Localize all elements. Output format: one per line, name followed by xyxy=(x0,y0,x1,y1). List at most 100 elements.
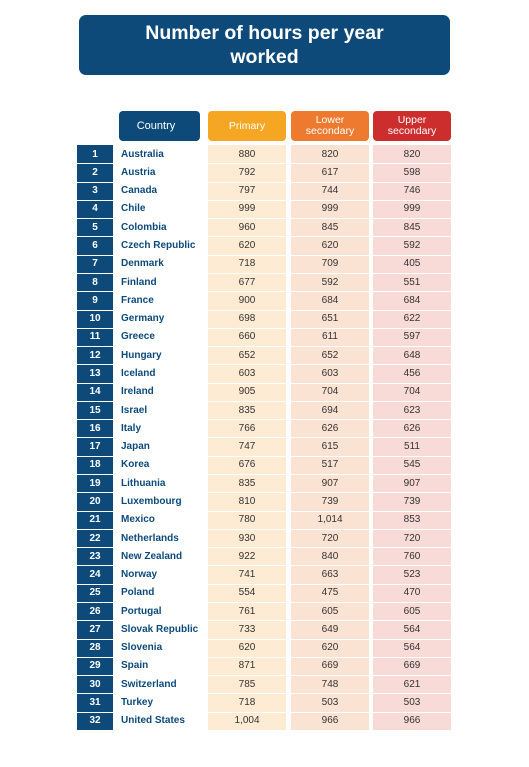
primary-value-cell: 761 xyxy=(238,605,256,617)
lower-secondary-value-cell: 720 xyxy=(321,532,339,544)
primary-value-cell: 792 xyxy=(238,166,256,178)
lower-secondary-value-cell: 620 xyxy=(321,240,339,252)
upper-secondary-value-cell: 511 xyxy=(404,441,420,453)
table-row: 32 United States 1,004 966 966 xyxy=(0,711,529,730)
rank-cell: 19 xyxy=(89,477,101,489)
primary-value-cell: 733 xyxy=(238,623,256,635)
primary-value-cell: 810 xyxy=(238,495,256,507)
lower-secondary-value-cell: 603 xyxy=(321,367,339,379)
lower-secondary-value-cell: 999 xyxy=(321,203,339,215)
row-divider xyxy=(77,565,451,567)
table-row: 16 Italy 766 626 626 xyxy=(0,419,529,437)
upper-secondary-value-cell: 605 xyxy=(403,605,421,617)
primary-value-cell: 871 xyxy=(238,660,256,672)
upper-secondary-value-cell: 853 xyxy=(403,514,421,526)
upper-secondary-value-cell: 564 xyxy=(403,623,421,635)
table-row: 9 France 900 684 684 xyxy=(0,291,529,309)
table-row: 23 New Zealand 922 840 760 xyxy=(0,547,529,565)
country-cell: Greece xyxy=(121,331,155,343)
primary-value-cell: 747 xyxy=(238,441,256,453)
table-row: 4 Chile 999 999 999 xyxy=(0,199,529,218)
header-upper-secondary: Upper secondary xyxy=(373,111,451,141)
table-row: 29 Spain 871 669 669 xyxy=(0,656,529,675)
rank-cell: 7 xyxy=(92,258,98,270)
upper-secondary-value-cell: 820 xyxy=(403,148,421,160)
row-divider xyxy=(77,675,451,677)
row-divider xyxy=(77,510,451,512)
primary-value-cell: 677 xyxy=(238,276,256,288)
country-cell: Denmark xyxy=(121,258,164,270)
lower-secondary-value-cell: 840 xyxy=(321,550,339,562)
primary-value-cell: 905 xyxy=(238,386,256,398)
lower-secondary-value-cell: 748 xyxy=(321,678,339,690)
primary-value-cell: 999 xyxy=(238,203,256,215)
lower-secondary-value-cell: 475 xyxy=(321,587,339,599)
upper-secondary-value-cell: 669 xyxy=(403,660,421,672)
country-cell: Finland xyxy=(121,276,157,288)
header-primary-label: Primary xyxy=(228,119,266,132)
lower-secondary-value-cell: 503 xyxy=(321,697,339,709)
rank-cell: 26 xyxy=(89,605,101,617)
upper-secondary-value-cell: 626 xyxy=(403,422,421,434)
upper-secondary-value-cell: 503 xyxy=(403,697,421,709)
table-row: 7 Denmark 718 709 405 xyxy=(0,254,529,273)
upper-secondary-value-cell: 739 xyxy=(403,495,421,507)
upper-secondary-value-cell: 470 xyxy=(403,587,421,599)
country-cell: Slovak Republic xyxy=(121,623,199,635)
rank-cell: 17 xyxy=(89,441,101,453)
rank-cell: 25 xyxy=(89,587,101,599)
row-divider xyxy=(77,309,451,311)
rank-cell: 5 xyxy=(92,221,98,233)
row-divider xyxy=(77,528,451,530)
table-row: 21 Mexico 780 1,014 853 xyxy=(0,510,529,529)
rank-cell: 16 xyxy=(89,422,101,434)
table-row: 30 Switzerland 785 748 621 xyxy=(0,675,529,693)
rank-cell: 13 xyxy=(89,367,101,379)
primary-value-cell: 930 xyxy=(238,532,256,544)
country-cell: Chile xyxy=(121,203,146,215)
country-cell: Portugal xyxy=(121,605,162,617)
table-row: 22 Netherlands 930 720 720 xyxy=(0,528,529,547)
lower-secondary-value-cell: 704 xyxy=(321,386,339,398)
row-divider xyxy=(77,583,451,585)
primary-value-cell: 718 xyxy=(238,258,256,270)
country-cell: Australia xyxy=(121,148,164,160)
rank-cell: 29 xyxy=(89,660,101,672)
table-row: 8 Finland 677 592 551 xyxy=(0,272,529,291)
primary-value-cell: 603 xyxy=(238,367,256,379)
row-divider xyxy=(77,327,451,329)
lower-secondary-value-cell: 617 xyxy=(321,166,339,178)
table-row: 11 Greece 660 611 597 xyxy=(0,327,529,346)
upper-secondary-value-cell: 760 xyxy=(403,550,421,562)
primary-value-cell: 652 xyxy=(238,349,256,361)
lower-secondary-value-cell: 684 xyxy=(321,294,339,306)
upper-secondary-value-cell: 551 xyxy=(403,276,421,288)
upper-secondary-value-cell: 564 xyxy=(403,642,421,654)
country-cell: Korea xyxy=(121,459,150,471)
table-row: 1 Australia 880 820 820 xyxy=(0,145,529,163)
lower-secondary-value-cell: 620 xyxy=(321,642,339,654)
lower-secondary-value-cell: 820 xyxy=(321,148,339,160)
table-row: 26 Portugal 761 605 605 xyxy=(0,602,529,620)
chart-title-banner: Number of hours per year worked xyxy=(79,15,450,75)
rank-cell: 32 xyxy=(89,715,101,727)
primary-value-cell: 780 xyxy=(238,514,256,526)
row-divider xyxy=(77,711,451,713)
table-row: 28 Slovenia 620 620 564 xyxy=(0,638,529,657)
country-cell: France xyxy=(121,294,154,306)
primary-value-cell: 785 xyxy=(238,678,256,690)
upper-secondary-value-cell: 845 xyxy=(403,221,421,233)
country-cell: United States xyxy=(121,715,185,727)
country-cell: Austria xyxy=(121,166,156,178)
rank-cell: 27 xyxy=(89,623,101,635)
row-divider xyxy=(77,547,451,549)
country-cell: Hungary xyxy=(121,349,162,361)
upper-secondary-value-cell: 648 xyxy=(403,349,421,361)
lower-secondary-value-cell: 651 xyxy=(321,313,339,325)
primary-value-cell: 960 xyxy=(238,221,256,233)
upper-secondary-value-cell: 621 xyxy=(403,678,421,690)
upper-secondary-value-cell: 720 xyxy=(403,532,421,544)
table-row: 5 Colombia 960 845 845 xyxy=(0,218,529,236)
upper-secondary-value-cell: 545 xyxy=(403,459,421,471)
lower-secondary-value-cell: 663 xyxy=(321,569,339,581)
